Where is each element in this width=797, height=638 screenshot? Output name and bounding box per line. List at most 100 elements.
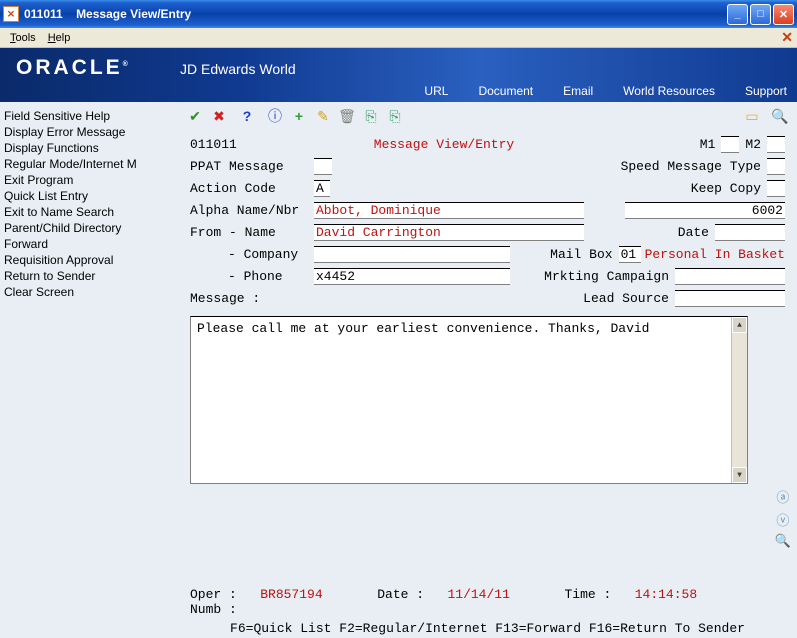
cancel-icon[interactable]: ✖ <box>210 107 228 125</box>
main-container: Field Sensitive Help Display Error Messa… <box>0 102 797 638</box>
window-buttons: _ □ ✕ <box>727 4 794 25</box>
footer-time-value: 14:14:58 <box>635 587 697 602</box>
action-field[interactable]: A <box>314 180 330 197</box>
link-email[interactable]: Email <box>563 84 593 98</box>
from-label: From - Name <box>190 225 314 240</box>
mrkting-label: Mrkting Campaign <box>544 269 669 284</box>
message-label: Message : <box>190 291 314 306</box>
date-label: Date <box>678 225 709 240</box>
sidebar-item-display-error-message[interactable]: Display Error Message <box>4 124 174 140</box>
alpha-nbr-field[interactable] <box>625 202 735 219</box>
menu-help-rest: elp <box>56 32 71 44</box>
link-document[interactable]: Document <box>478 84 533 98</box>
link-url[interactable]: URL <box>424 84 448 98</box>
keep-label: Keep Copy <box>691 181 761 196</box>
from-field[interactable]: David Carrington <box>314 224 584 241</box>
sidebar-item-exit-name-search[interactable]: Exit to Name Search <box>4 204 174 220</box>
banner: ORACLE® JD Edwards World URL Document Em… <box>0 48 797 102</box>
action-label: Action Code <box>190 181 314 196</box>
sidebar-item-forward[interactable]: Forward <box>4 236 174 252</box>
company-label: - Company <box>190 247 314 262</box>
form-area: 011011 Message View/Entry M1 M2 PPAT Mes… <box>178 130 797 486</box>
banner-links: URL Document Email World Resources Suppo… <box>424 84 787 98</box>
numb-label: Numb : <box>190 602 237 617</box>
m2-field[interactable] <box>767 136 785 153</box>
sidebar-item-requisition-approval[interactable]: Requisition Approval <box>4 252 174 268</box>
mailbox-label: Mail Box <box>550 247 612 262</box>
menu-tools-rest: ools <box>16 32 36 44</box>
sidebar-item-display-functions[interactable]: Display Functions <box>4 140 174 156</box>
sidebar-item-regular-mode[interactable]: Regular Mode/Internet M <box>4 156 174 172</box>
delete-icon[interactable]: 🗑 <box>338 107 356 125</box>
window-code: 011011 <box>24 7 63 21</box>
send-icon[interactable]: ⎘ <box>362 107 380 125</box>
logo-text: ORACLE <box>16 56 123 79</box>
sidebar: Field Sensitive Help Display Error Messa… <box>0 102 178 638</box>
function-keys: F6=Quick List F2=Regular/Internet F13=Fo… <box>178 619 797 638</box>
m1-field[interactable] <box>721 136 739 153</box>
zoom-icon[interactable]: 🔍 <box>775 533 791 549</box>
alpha-label: Alpha Name/Nbr <box>190 203 314 218</box>
close-button[interactable]: ✕ <box>773 4 794 25</box>
app-icon: ⨯ <box>3 6 19 22</box>
sidebar-item-return-to-sender[interactable]: Return to Sender <box>4 268 174 284</box>
mailbox-code-field[interactable]: 01 <box>619 246 641 263</box>
window-title: 011011 Message View/Entry <box>24 7 727 21</box>
scroll-down-circle-icon[interactable]: ⓥ <box>776 510 789 529</box>
ppat-label: PPAT Message <box>190 159 314 174</box>
message-body: Please call me at your earliest convenie… <box>197 321 649 336</box>
ok-icon[interactable]: ✔ <box>186 107 204 125</box>
sidebar-item-clear-screen[interactable]: Clear Screen <box>4 284 174 300</box>
message-textarea[interactable]: Please call me at your earliest convenie… <box>190 316 748 484</box>
scroll-down-icon[interactable]: ▼ <box>732 467 747 483</box>
m2-label: M2 <box>745 137 761 152</box>
edit-icon[interactable]: ✎ <box>314 107 332 125</box>
screen-code: 011011 <box>190 137 314 152</box>
ppat-field[interactable] <box>314 158 332 175</box>
oracle-logo: ORACLE® <box>16 56 128 80</box>
info-icon[interactable]: ⓘ <box>266 107 284 125</box>
footer-date-label: Date : <box>377 587 424 602</box>
footer-info: Oper : BR857194 Date : 11/14/11 Time : 1… <box>178 579 797 619</box>
sidebar-item-quick-list-entry[interactable]: Quick List Entry <box>4 188 174 204</box>
send2-icon[interactable]: ⎘ <box>386 107 404 125</box>
sidebar-item-exit-program[interactable]: Exit Program <box>4 172 174 188</box>
oper-label: Oper : <box>190 587 237 602</box>
minimize-button[interactable]: _ <box>727 4 748 25</box>
help-icon[interactable]: ? <box>238 107 256 125</box>
phone-field[interactable]: x4452 <box>314 268 510 285</box>
sidebar-item-field-sensitive-help[interactable]: Field Sensitive Help <box>4 108 174 124</box>
mrkting-field[interactable] <box>675 268 785 285</box>
content-panel: ✔ ✖ ? ⓘ + ✎ 🗑 ⎘ ⎘ ▭ 🔍 011011 Message Vie… <box>178 102 797 638</box>
date-field[interactable] <box>715 224 785 241</box>
keep-field[interactable] <box>767 180 785 197</box>
company-field[interactable] <box>314 246 510 263</box>
maximize-button[interactable]: □ <box>750 4 771 25</box>
window-title-text: Message View/Entry <box>76 7 191 21</box>
oper-value: BR857194 <box>260 587 322 602</box>
add-icon[interactable]: + <box>290 107 308 125</box>
alpha-field[interactable]: Abbot, Dominique <box>314 202 584 219</box>
search-icon[interactable]: 🔍 <box>771 107 789 125</box>
mailbox-desc: Personal In Basket <box>645 247 785 262</box>
screen-title: Message View/Entry <box>314 137 574 152</box>
alpha-nbr2-field[interactable]: 6002 <box>735 202 785 219</box>
link-support[interactable]: Support <box>745 84 787 98</box>
scroll-up-icon[interactable]: ▲ <box>732 317 747 333</box>
menu-help[interactable]: Help <box>42 30 77 46</box>
lead-label: Lead Source <box>583 291 669 306</box>
footer-date-value: 11/14/11 <box>447 587 509 602</box>
message-icon[interactable]: ▭ <box>743 107 761 125</box>
product-name: JD Edwards World <box>180 61 296 77</box>
m1-label: M1 <box>700 137 716 152</box>
lead-field[interactable] <box>675 290 785 307</box>
menu-bar: Tools Help ✕ <box>0 28 797 48</box>
toolbar: ✔ ✖ ? ⓘ + ✎ 🗑 ⎘ ⎘ ▭ 🔍 <box>178 102 797 130</box>
scrollbar[interactable]: ▲ ▼ <box>731 317 747 483</box>
scroll-up-circle-icon[interactable]: ⓐ <box>776 487 789 506</box>
speed-field[interactable] <box>767 158 785 175</box>
sidebar-item-parent-child-directory[interactable]: Parent/Child Directory <box>4 220 174 236</box>
menu-tools[interactable]: Tools <box>4 30 42 46</box>
link-resources[interactable]: World Resources <box>623 84 715 98</box>
phone-label: - Phone <box>190 269 314 284</box>
